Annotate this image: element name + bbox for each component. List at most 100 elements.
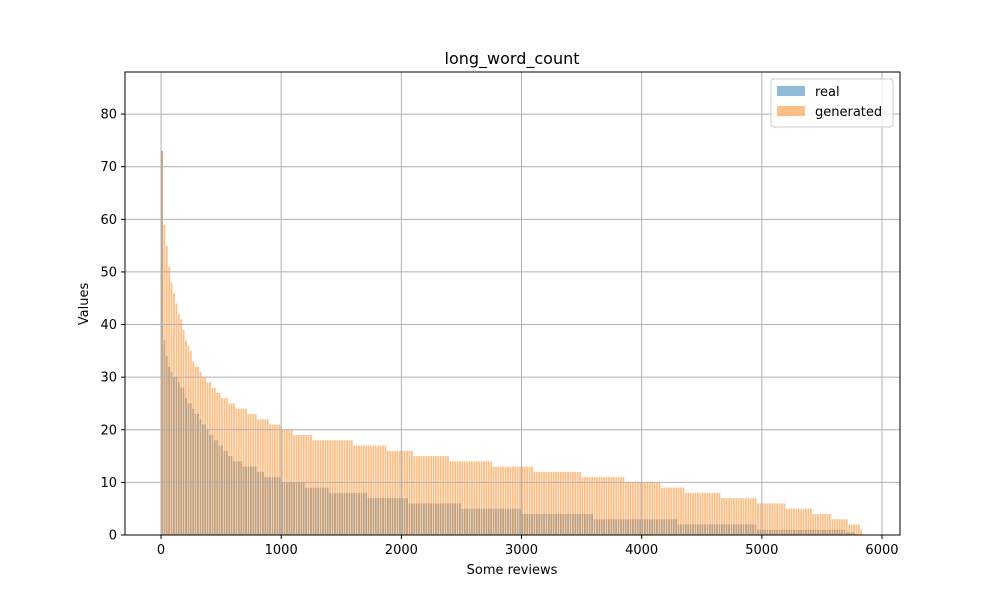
- bar-generated: [374, 445, 377, 535]
- bar-generated: [682, 487, 685, 535]
- bar-generated: [781, 503, 783, 535]
- y-tick-label: 70: [100, 160, 117, 175]
- bar-generated: [439, 456, 442, 535]
- bar-generated: [437, 456, 440, 535]
- bar-generated: [418, 456, 420, 535]
- bar-generated: [663, 487, 666, 535]
- bar-generated: [639, 482, 642, 535]
- bar-generated: [228, 403, 231, 535]
- bar-generated: [410, 450, 413, 535]
- bar-generated: [773, 503, 776, 535]
- bar-generated: [624, 482, 627, 535]
- bar-generated: [355, 445, 358, 535]
- bar-generated: [293, 435, 296, 535]
- bar-generated: [713, 492, 716, 535]
- y-axis-ticks: 0 10 20 30 40 50 60 70 80: [100, 108, 125, 544]
- bar-generated: [728, 498, 730, 535]
- bar-generated: [564, 471, 567, 535]
- bar-generated: [230, 403, 233, 535]
- bar-generated: [192, 361, 195, 536]
- bar-generated: [362, 445, 365, 535]
- bar-generated: [821, 513, 824, 535]
- y-tick-label: 50: [100, 265, 117, 280]
- bar-generated: [348, 440, 351, 535]
- bar-generated: [408, 450, 411, 535]
- bar-generated: [334, 440, 336, 535]
- bar-generated: [838, 519, 841, 535]
- bar-generated: [269, 424, 271, 535]
- bar-generated: [478, 461, 481, 535]
- bar-generated: [225, 398, 228, 535]
- bar-generated: [819, 513, 822, 535]
- bar-generated: [812, 513, 815, 535]
- bar-generated: [336, 440, 339, 535]
- bar-generated: [701, 492, 704, 535]
- bar-generated: [653, 482, 656, 535]
- bar-generated: [358, 445, 360, 535]
- bar-generated: [656, 482, 658, 535]
- bar-generated: [632, 482, 634, 535]
- bar-generated: [583, 477, 586, 536]
- bar-generated: [629, 482, 632, 535]
- y-tick-label: 60: [100, 213, 117, 228]
- bar-generated: [456, 461, 459, 535]
- bar-generated: [689, 492, 692, 535]
- bar-generated: [242, 408, 245, 535]
- bar-generated: [817, 513, 819, 535]
- bar-generated: [329, 440, 332, 535]
- x-tick-label: 1000: [265, 543, 298, 558]
- bar-generated: [218, 392, 221, 535]
- bar-generated: [672, 487, 675, 535]
- bar-generated: [459, 461, 461, 535]
- bar-generated: [802, 508, 805, 535]
- bar-generated: [271, 424, 274, 535]
- bar-generated: [677, 487, 680, 535]
- bar-generated: [555, 471, 557, 535]
- bar-generated: [475, 461, 478, 535]
- bar-generated: [413, 456, 416, 535]
- bar-generated: [538, 471, 541, 535]
- y-axis-label: Values: [77, 283, 92, 326]
- bar-generated: [634, 482, 637, 535]
- bar-generated: [860, 529, 863, 535]
- bar-generated: [831, 519, 834, 535]
- bar-generated: [742, 498, 745, 535]
- bar-generated: [492, 466, 495, 535]
- bar-generated: [569, 471, 572, 535]
- bar-generated: [668, 487, 670, 535]
- bar-generated: [790, 508, 793, 535]
- bar-generated: [699, 492, 702, 535]
- bar-generated: [257, 419, 259, 535]
- bar-generated: [163, 224, 166, 535]
- legend: real generated: [770, 78, 894, 128]
- bar-generated: [485, 461, 488, 535]
- bar-generated: [331, 440, 334, 535]
- bar-generated: [266, 419, 269, 535]
- bar-generated: [687, 492, 690, 535]
- bar-generated: [576, 471, 579, 535]
- bar-generated: [735, 498, 738, 535]
- bar-generated: [353, 445, 356, 535]
- bar-generated: [422, 456, 425, 535]
- bar-generated: [747, 498, 750, 535]
- bar-generated: [432, 456, 435, 535]
- bar-generated: [213, 387, 216, 535]
- bar-generated: [235, 408, 238, 535]
- bar-generated: [788, 508, 791, 535]
- bar-generated: [716, 492, 718, 535]
- bar-generated: [730, 498, 733, 535]
- bar-generated: [382, 445, 384, 535]
- bar-generated: [704, 492, 706, 535]
- bar-generated: [805, 508, 807, 535]
- legend-swatch-real: [777, 86, 805, 96]
- bar-generated: [451, 461, 454, 535]
- bar-generated: [233, 403, 235, 535]
- bar-generated: [463, 461, 466, 535]
- bar-generated: [310, 435, 312, 535]
- bar-generated: [708, 492, 711, 535]
- bar-generated: [300, 435, 303, 535]
- bar-generated: [338, 440, 341, 535]
- y-tick-label: 80: [100, 108, 117, 123]
- bar-generated: [528, 466, 531, 535]
- bar-generated: [499, 466, 502, 535]
